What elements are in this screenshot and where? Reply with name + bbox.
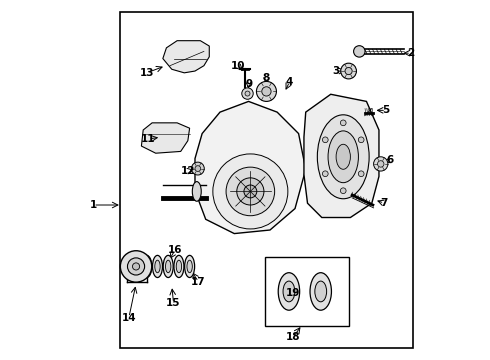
Ellipse shape <box>283 281 295 302</box>
Text: 8: 8 <box>263 73 270 83</box>
Circle shape <box>358 171 364 177</box>
Circle shape <box>244 185 257 198</box>
Circle shape <box>192 162 204 175</box>
Polygon shape <box>304 94 379 217</box>
Ellipse shape <box>155 260 160 273</box>
Circle shape <box>341 188 346 194</box>
Circle shape <box>132 263 140 270</box>
Ellipse shape <box>336 144 350 169</box>
Polygon shape <box>142 123 190 153</box>
Circle shape <box>345 67 352 75</box>
Ellipse shape <box>131 255 141 278</box>
Ellipse shape <box>144 260 149 273</box>
Circle shape <box>358 137 364 143</box>
Circle shape <box>237 178 264 205</box>
Text: 16: 16 <box>168 245 183 255</box>
Ellipse shape <box>166 260 171 273</box>
Polygon shape <box>195 102 306 234</box>
Text: 13: 13 <box>140 68 154 78</box>
Text: 17: 17 <box>191 277 206 287</box>
Ellipse shape <box>185 255 195 278</box>
Circle shape <box>226 167 275 216</box>
Polygon shape <box>163 41 209 73</box>
Text: 3: 3 <box>333 66 340 76</box>
Text: 15: 15 <box>166 298 181 308</box>
Ellipse shape <box>310 273 331 310</box>
Circle shape <box>322 137 328 143</box>
Circle shape <box>213 154 288 229</box>
Circle shape <box>354 46 365 57</box>
Circle shape <box>242 88 253 99</box>
Circle shape <box>256 81 276 102</box>
Text: 2: 2 <box>408 48 415 58</box>
Ellipse shape <box>328 131 358 183</box>
Text: 19: 19 <box>286 288 300 297</box>
Text: 6: 6 <box>386 156 393 165</box>
Circle shape <box>121 251 152 282</box>
Circle shape <box>322 171 328 177</box>
Circle shape <box>245 91 250 96</box>
Ellipse shape <box>152 255 163 278</box>
Text: 14: 14 <box>122 312 136 323</box>
Text: 9: 9 <box>245 78 252 89</box>
Ellipse shape <box>174 255 184 278</box>
Ellipse shape <box>142 255 152 278</box>
Circle shape <box>341 63 356 79</box>
Ellipse shape <box>278 273 300 310</box>
Ellipse shape <box>187 260 192 273</box>
Circle shape <box>373 157 388 171</box>
Text: 12: 12 <box>181 166 195 176</box>
Circle shape <box>341 120 346 126</box>
Text: 18: 18 <box>286 332 300 342</box>
Bar <box>120 12 413 348</box>
Text: 4: 4 <box>286 77 294 87</box>
Ellipse shape <box>133 260 139 273</box>
Ellipse shape <box>163 255 173 278</box>
Ellipse shape <box>318 115 369 199</box>
Text: 11: 11 <box>141 134 156 144</box>
Text: 1: 1 <box>90 200 97 210</box>
Circle shape <box>127 258 145 275</box>
Ellipse shape <box>192 181 201 201</box>
Circle shape <box>195 166 201 171</box>
Circle shape <box>262 87 271 96</box>
Text: 7: 7 <box>381 198 388 208</box>
Text: 10: 10 <box>231 61 245 71</box>
Circle shape <box>377 161 384 167</box>
Ellipse shape <box>176 260 182 273</box>
Ellipse shape <box>315 281 327 302</box>
Text: 5: 5 <box>383 105 390 115</box>
Bar <box>265 257 348 327</box>
